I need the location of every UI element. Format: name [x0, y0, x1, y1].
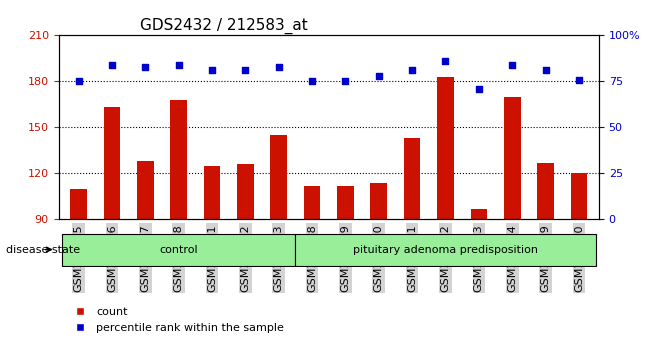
Point	[507, 62, 518, 68]
Text: control: control	[159, 245, 198, 255]
Bar	[471, 209, 487, 219]
Bar	[237, 164, 254, 219]
Bar	[570, 173, 587, 219]
Point	[540, 68, 551, 73]
Point	[440, 58, 450, 64]
Point	[140, 64, 150, 69]
Bar	[504, 97, 521, 219]
Bar	[337, 186, 353, 219]
Point	[307, 79, 317, 84]
Point	[340, 79, 351, 84]
Text: pituitary adenoma predisposition: pituitary adenoma predisposition	[353, 245, 538, 255]
Text: GDS2432 / 212583_at: GDS2432 / 212583_at	[139, 18, 307, 34]
Bar	[537, 163, 554, 219]
Point	[74, 79, 84, 84]
Bar	[437, 77, 454, 219]
FancyBboxPatch shape	[296, 234, 596, 266]
Point	[574, 77, 584, 82]
Bar	[104, 108, 120, 219]
Bar	[370, 183, 387, 219]
Point	[407, 68, 417, 73]
Point	[240, 68, 251, 73]
Bar	[204, 166, 220, 219]
Bar	[270, 135, 287, 219]
Point	[273, 64, 284, 69]
Legend: count, percentile rank within the sample: count, percentile rank within the sample	[64, 303, 288, 337]
Point	[173, 62, 184, 68]
Bar	[137, 161, 154, 219]
Point	[207, 68, 217, 73]
FancyBboxPatch shape	[62, 234, 296, 266]
Bar	[171, 100, 187, 219]
Text: disease state: disease state	[6, 245, 80, 255]
Point	[107, 62, 117, 68]
Point	[374, 73, 384, 79]
Bar	[70, 189, 87, 219]
Point	[474, 86, 484, 92]
Bar	[304, 186, 320, 219]
Bar	[404, 138, 421, 219]
